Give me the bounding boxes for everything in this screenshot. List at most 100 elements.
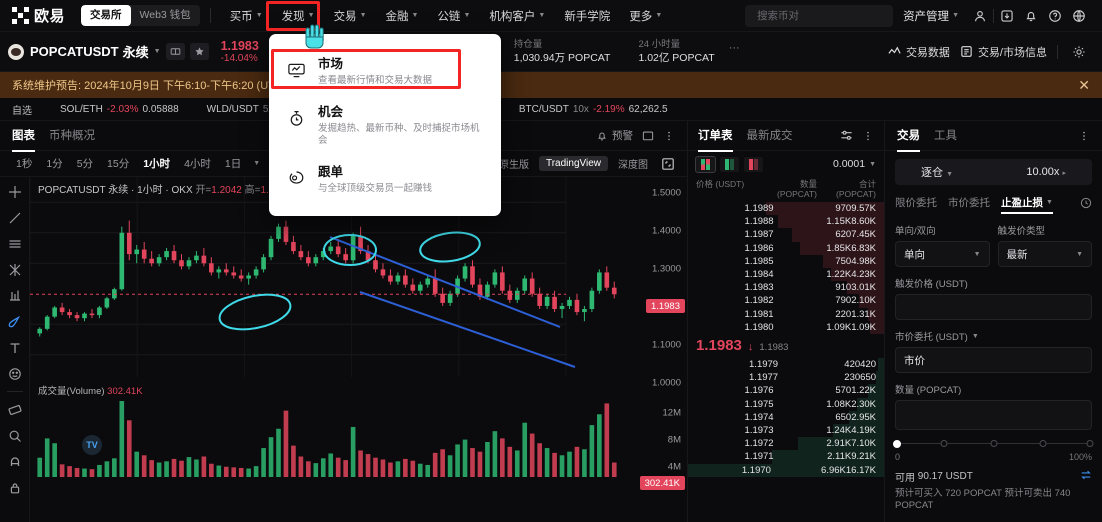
timeframe-4h[interactable]: 4小时 bbox=[184, 158, 211, 170]
split-view-icon[interactable] bbox=[165, 43, 185, 60]
nav-item-buy-crypto[interactable]: 买币 ▼ bbox=[221, 3, 272, 29]
slider-tick-50[interactable] bbox=[990, 440, 997, 447]
favorite-star-icon[interactable] bbox=[189, 43, 209, 60]
transfer-icon[interactable] bbox=[1080, 469, 1092, 484]
brand-logo[interactable]: 欧易 bbox=[8, 5, 71, 26]
fullscreen-icon[interactable] bbox=[642, 130, 654, 142]
chip-native[interactable]: 原生版 bbox=[498, 160, 529, 171]
orderbook-row[interactable]: 1.1987 620 7.45K bbox=[688, 228, 884, 242]
nav-item-trade[interactable]: 交易 ▼ bbox=[325, 3, 376, 29]
pattern-icon[interactable] bbox=[5, 287, 24, 304]
order-tab-limit[interactable]: 限价委托 bbox=[895, 197, 937, 209]
favorites-tab[interactable]: 自选 bbox=[12, 102, 46, 117]
order-price-input[interactable]: 市价 bbox=[895, 347, 1092, 373]
order-tab-market[interactable]: 市价委托 bbox=[948, 197, 990, 209]
horizontal-line-icon[interactable] bbox=[5, 235, 24, 252]
chevron-down-icon[interactable]: ▼ bbox=[253, 160, 261, 167]
crosshair-icon[interactable] bbox=[5, 183, 24, 200]
fib-icon[interactable] bbox=[5, 261, 24, 278]
expand-chart-icon[interactable] bbox=[658, 155, 677, 172]
order-history-icon[interactable] bbox=[1080, 197, 1092, 212]
nav-item-chain[interactable]: 公链 ▼ bbox=[428, 3, 479, 29]
tab-recent-trades[interactable]: 最新成交 bbox=[746, 129, 793, 142]
orderbook-row[interactable]: 1.1985 750 4.98K bbox=[688, 254, 884, 269]
more-stats-button[interactable]: ··· bbox=[728, 42, 740, 54]
segment-web3-wallet[interactable]: Web3 钱包 bbox=[139, 9, 191, 21]
orderbook-row[interactable]: 1.1980 1.09K 1.09K bbox=[688, 320, 884, 335]
leverage-value[interactable]: 10.00x ▸ bbox=[1026, 166, 1066, 178]
orderbook-row[interactable]: 1.1982 790 2.10K bbox=[688, 294, 884, 308]
measure-icon[interactable] bbox=[5, 401, 24, 418]
ticker-item-btc-usdt[interactable]: BTC/USDT 10x -2.19% 62,262.5 bbox=[505, 104, 682, 115]
chevron-down-icon[interactable]: ▼ bbox=[153, 48, 161, 55]
timeframe-5m[interactable]: 5分 bbox=[76, 158, 94, 170]
emoji-icon[interactable] bbox=[5, 365, 24, 382]
orderbook-row[interactable]: 1.1971 2.11K 9.21K bbox=[688, 450, 884, 464]
dropdown-item-opportunity[interactable]: 机会 发掘趋热、最新币种、及时捕捉市场机会 bbox=[269, 96, 501, 156]
order-tab-tpsl[interactable]: 止盈止损 ▼ bbox=[1001, 195, 1053, 214]
chip-depth[interactable]: 深度图 bbox=[618, 160, 648, 171]
orderbook-row[interactable]: 1.1973 1.24K 4.19K bbox=[688, 424, 884, 438]
tab-tools[interactable]: 工具 bbox=[934, 129, 957, 142]
timeframe-1s[interactable]: 1秒 bbox=[16, 158, 33, 170]
dropdown-item-copytrade[interactable]: 跟单 与全球顶级交易员一起赚钱 bbox=[269, 156, 501, 204]
orderbook-row[interactable]: 1.1979 420 420 bbox=[688, 358, 884, 372]
slider-tick-100[interactable] bbox=[1086, 440, 1094, 447]
tab-chart[interactable]: 图表 bbox=[12, 127, 35, 152]
brush-icon[interactable] bbox=[5, 313, 24, 330]
market-info-link[interactable]: 交易/市场信息 bbox=[960, 44, 1047, 60]
trigger-type-select[interactable]: 最新 ▼ bbox=[997, 241, 1092, 267]
orderbook-row[interactable]: 1.1988 1.15K 8.60K bbox=[688, 215, 884, 229]
nav-item-discover[interactable]: 发现 ▼ bbox=[273, 3, 324, 29]
orderbook-row[interactable]: 1.1977 230 650 bbox=[688, 371, 884, 385]
symbol-name[interactable]: POPCATUSDT bbox=[30, 44, 119, 59]
nav-item-finance[interactable]: 金融 ▼ bbox=[377, 3, 428, 29]
orderbook-row[interactable]: 1.1974 650 2.95K bbox=[688, 410, 884, 425]
timeframe-1d[interactable]: 1日 bbox=[224, 158, 242, 170]
bell-icon[interactable] bbox=[1020, 5, 1042, 27]
gear-icon[interactable] bbox=[1068, 41, 1090, 63]
view-mode-both[interactable] bbox=[695, 155, 716, 173]
alert-button[interactable]: 预警 bbox=[596, 128, 633, 143]
help-icon[interactable] bbox=[1044, 5, 1066, 27]
orderbook-settings-icon[interactable] bbox=[840, 129, 853, 142]
orderbook-row[interactable]: 1.1981 220 1.31K bbox=[688, 307, 884, 321]
amount-slider[interactable] bbox=[893, 439, 1094, 449]
direction-select[interactable]: 单向 ▼ bbox=[895, 241, 990, 267]
orderbook-row[interactable]: 1.1989 970 9.57K bbox=[688, 202, 884, 216]
chip-tradingview[interactable]: TradingView bbox=[538, 156, 608, 171]
slider-handle[interactable] bbox=[893, 439, 901, 448]
user-icon[interactable] bbox=[969, 5, 991, 27]
globe-icon[interactable] bbox=[1068, 5, 1090, 27]
asset-management-menu[interactable]: 资产管理 ▼ bbox=[895, 4, 967, 28]
magnet-icon[interactable] bbox=[5, 453, 24, 470]
trade-data-link[interactable]: 交易数据 bbox=[888, 44, 950, 60]
tab-orderbook[interactable]: 订单表 bbox=[698, 127, 733, 152]
slider-tick-75[interactable] bbox=[1039, 440, 1047, 447]
orderbook-row[interactable]: 1.1986 1.85K 6.83K bbox=[688, 241, 884, 255]
orderbook-row[interactable]: 1.1976 570 1.22K bbox=[688, 384, 884, 398]
search-input[interactable]: 搜索币对 bbox=[745, 4, 894, 33]
segment-exchange[interactable]: 交易所 bbox=[81, 5, 131, 26]
orderbook-row[interactable]: 1.1972 2.91K 7.10K bbox=[688, 437, 884, 451]
orderbook-more-icon[interactable] bbox=[862, 130, 874, 142]
orderbook-row[interactable]: 1.1984 1.22K 4.23K bbox=[688, 268, 884, 282]
orderbook-row[interactable]: 1.1975 1.08K 2.30K bbox=[688, 397, 884, 411]
view-mode-asks[interactable] bbox=[744, 156, 763, 172]
amount-input[interactable] bbox=[895, 400, 1092, 430]
lock-icon[interactable] bbox=[5, 479, 24, 496]
timeframe-15m[interactable]: 15分 bbox=[107, 158, 130, 170]
dropdown-item-market[interactable]: 市场 查看最新行情和交易大数据 bbox=[269, 48, 501, 96]
price-grouping-select[interactable]: 0.0001 ▼ bbox=[833, 158, 876, 170]
margin-leverage-bar[interactable]: 逐仓 ▼ 10.00x ▸ bbox=[895, 159, 1092, 185]
chart-canvas[interactable]: POPCATUSDT 永续 · 1小时 · OKX 开=1.2042 高=1.2… bbox=[30, 177, 687, 522]
margin-mode[interactable]: 逐仓 ▼ bbox=[921, 164, 953, 180]
trendline-icon[interactable] bbox=[5, 209, 24, 226]
ticker-item-sol-eth[interactable]: SOL/ETH -2.03% 0.05888 bbox=[46, 104, 193, 115]
slider-tick-25[interactable] bbox=[940, 440, 948, 447]
close-icon[interactable]: ✕ bbox=[1078, 76, 1090, 93]
tab-trade[interactable]: 交易 bbox=[897, 127, 920, 152]
chevron-down-icon[interactable]: ▼ bbox=[971, 332, 979, 340]
trade-more-icon[interactable] bbox=[1078, 130, 1090, 142]
orderbook-row[interactable]: 1.1970 6.96K 16.17K bbox=[688, 463, 884, 477]
